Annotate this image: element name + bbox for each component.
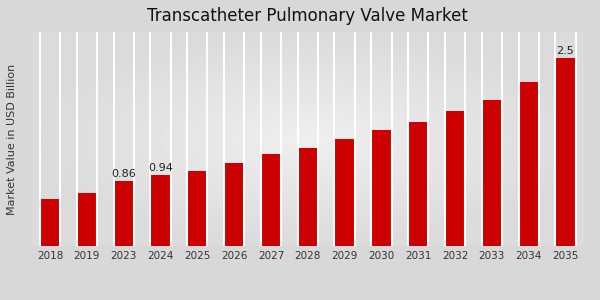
Bar: [445, 111, 465, 246]
Bar: [261, 154, 281, 246]
Bar: [40, 200, 60, 246]
Bar: [151, 176, 170, 246]
Bar: [298, 148, 318, 246]
Text: 0.86: 0.86: [112, 169, 136, 179]
Bar: [113, 182, 134, 246]
Bar: [187, 171, 208, 246]
Bar: [371, 130, 392, 246]
Bar: [334, 140, 355, 246]
Bar: [556, 58, 575, 246]
Text: 0.94: 0.94: [148, 163, 173, 173]
Bar: [77, 194, 97, 246]
Y-axis label: Market Value in USD Billion: Market Value in USD Billion: [7, 63, 17, 215]
Bar: [408, 122, 428, 246]
Bar: [224, 164, 244, 246]
Bar: [482, 100, 502, 246]
Title: Transcatheter Pulmonary Valve Market: Transcatheter Pulmonary Valve Market: [148, 7, 468, 25]
Bar: [518, 82, 539, 246]
Text: 2.5: 2.5: [557, 46, 574, 56]
